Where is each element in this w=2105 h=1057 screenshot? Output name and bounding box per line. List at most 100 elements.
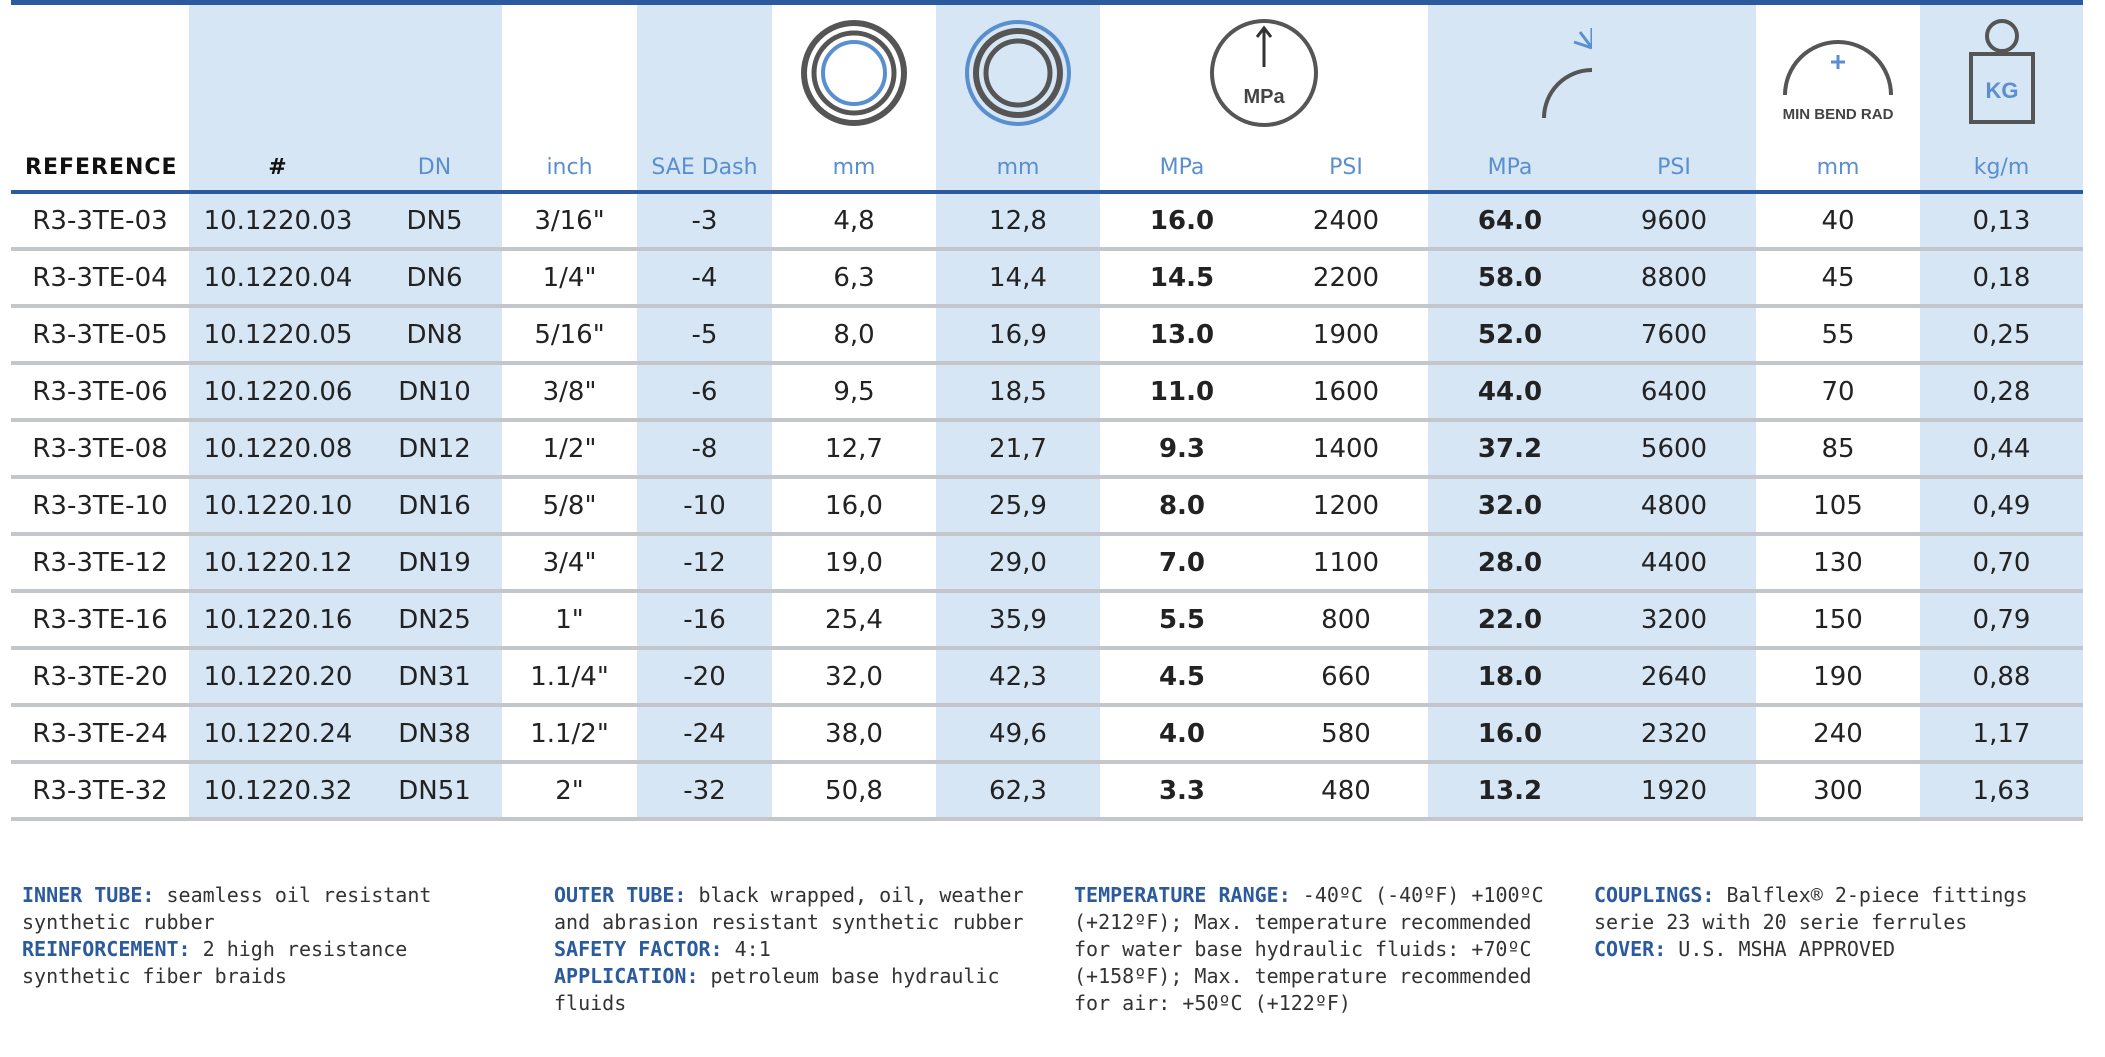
cell-dn: DN8 [367,306,502,365]
table-row: R3-3TE-24 10.1220.24 DN38 1.1/2" -24 38,0 49,6… [11,705,2083,764]
cell-outer-diameter: 49,6 [936,705,1100,764]
cell-number: 10.1220.08 [189,420,367,479]
inner-diameter-icon [772,15,936,130]
cell-inch: 3/4" [502,534,637,593]
note-outer-tube-text: black wrapped, oil, weather and abrasion… [554,883,1024,934]
bend-icon-text: MIN BEND RAD [1783,106,1894,123]
cell-working-psi: 660 [1264,648,1428,707]
note-inner-tube: INNER TUBE: seamless oil resistant synth… [22,882,492,936]
cell-working-mpa: 8.0 [1100,477,1264,536]
cell-bend-radius: 150 [1756,591,1920,650]
cell-working-psi: 2200 [1264,249,1428,308]
cell-weight: 0,44 [1920,420,2083,479]
header-burst-mpa: MPa [1428,0,1642,194]
cell-working-mpa: 5.5 [1100,591,1264,650]
cell-inch: 1.1/2" [502,705,637,764]
cell-inch: 2" [502,762,637,821]
cell-number: 10.1220.04 [189,249,367,308]
cell-reference: R3-3TE-05 [11,306,189,365]
note-outer-tube-label: OUTER TUBE: [554,883,687,907]
header-bp-mpa-label: MPa [1487,155,1533,180]
header-working-mpa: MPa MPa [1100,0,1318,194]
cell-dn: DN6 [367,249,502,308]
cell-sae: -4 [637,249,772,308]
header-inch: inch [502,0,637,194]
cell-bend-radius: 55 [1756,306,1920,365]
note-application: APPLICATION: petroleum base hydraulic fl… [554,963,1044,1017]
cell-inch: 3/8" [502,363,637,422]
note-outer-tube: OUTER TUBE: black wrapped, oil, weather … [554,882,1044,936]
cell-burst-psi: 8800 [1592,249,1756,308]
cell-inner-diameter: 38,0 [772,705,936,764]
note-reinforcement-label: REINFORCEMENT: [22,937,191,961]
note-inner-tube-text: seamless oil resistant synthetic rubber [22,883,432,934]
cell-bend-radius: 40 [1756,192,1920,251]
cell-weight: 1,63 [1920,762,2083,821]
header-weight: KG kg/m [1920,0,2083,194]
cell-reference: R3-3TE-04 [11,249,189,308]
cell-number: 10.1220.24 [189,705,367,764]
cell-inch: 1" [502,591,637,650]
header-sae: SAE Dash [637,0,772,194]
cell-burst-mpa: 37.2 [1428,420,1592,479]
note-cover-text: U.S. MSHA APPROVED [1678,937,1896,961]
cell-dn: DN19 [367,534,502,593]
cell-number: 10.1220.05 [189,306,367,365]
cell-working-mpa: 4.0 [1100,705,1264,764]
header-inner-diameter: mm [772,0,936,194]
cell-bend-radius: 45 [1756,249,1920,308]
cell-inner-diameter: 32,0 [772,648,936,707]
header-number-label: # [268,155,288,180]
note-couplings-text: Balflex® 2-piece fittings serie 23 with … [1594,883,2028,934]
table-row: R3-3TE-12 10.1220.12 DN19 3/4" -12 19,0 29,0 7.… [11,534,2083,593]
cell-working-mpa: 14.5 [1100,249,1264,308]
cell-sae: -32 [637,762,772,821]
cell-sae: -3 [637,192,772,251]
note-couplings: COUPLINGS: Balflex® 2-piece fittings ser… [1594,882,2054,936]
cell-bend-radius: 190 [1756,648,1920,707]
note-application-text: petroleum base hydraulic fluids [554,964,1000,1015]
cell-working-mpa: 16.0 [1100,192,1264,251]
cell-number: 10.1220.10 [189,477,367,536]
cell-inner-diameter: 6,3 [772,249,936,308]
table-body: R3-3TE-03 10.1220.03 DN5 3/16" -3 4,8 12,8 16.0… [11,192,2083,821]
cell-burst-mpa: 22.0 [1428,591,1592,650]
table-row: R3-3TE-03 10.1220.03 DN5 3/16" -3 4,8 12,8 16.0… [11,192,2083,251]
cell-working-mpa: 7.0 [1100,534,1264,593]
note-temperature: TEMPERATURE RANGE: -40ºC (-40ºF) +100ºC … [1074,882,1544,1017]
cell-burst-psi: 1920 [1592,762,1756,821]
header-burst-psi: PSI [1592,0,1756,194]
note-cover-label: COVER: [1594,937,1667,961]
table-row: R3-3TE-16 10.1220.16 DN25 1" -16 25,4 35,9 5.5 8… [11,591,2083,650]
cell-working-psi: 1600 [1264,363,1428,422]
cell-sae: -6 [637,363,772,422]
bend-radius-icon: MIN BEND RAD [1756,15,1920,130]
cell-number: 10.1220.06 [189,363,367,422]
cell-reference: R3-3TE-08 [11,420,189,479]
cell-working-mpa: 4.5 [1100,648,1264,707]
table-row: R3-3TE-20 10.1220.20 DN31 1.1/4" -20 32,0 42,3… [11,648,2083,707]
cell-dn: DN25 [367,591,502,650]
table-row: R3-3TE-10 10.1220.10 DN16 5/8" -10 16,0 25,9 8.… [11,477,2083,536]
cell-working-mpa: 9.3 [1100,420,1264,479]
cell-inner-diameter: 12,7 [772,420,936,479]
note-safety-text: 4:1 [734,937,771,961]
cell-working-mpa: 11.0 [1100,363,1264,422]
notes-column-3: TEMPERATURE RANGE: -40ºC (-40ºF) +100ºC … [1074,882,1544,1017]
cell-inch: 3/16" [502,192,637,251]
cell-bend-radius: 105 [1756,477,1920,536]
note-temperature-label: TEMPERATURE RANGE: [1074,883,1291,907]
cell-outer-diameter: 62,3 [936,762,1100,821]
note-safety-factor: SAFETY FACTOR: 4:1 [554,936,1044,963]
cell-sae: -24 [637,705,772,764]
cell-working-psi: 2400 [1264,192,1428,251]
cell-burst-psi: 6400 [1592,363,1756,422]
header-outer-diameter: mm [936,0,1100,194]
table-row: R3-3TE-08 10.1220.08 DN12 1/2" -8 12,7 21,7 9.3… [11,420,2083,479]
cell-burst-mpa: 28.0 [1428,534,1592,593]
cell-burst-psi: 2640 [1592,648,1756,707]
cell-outer-diameter: 12,8 [936,192,1100,251]
note-reinforcement: REINFORCEMENT: 2 high resistance synthet… [22,936,492,990]
header-wp-psi-label: PSI [1329,155,1363,180]
cell-number: 10.1220.16 [189,591,367,650]
